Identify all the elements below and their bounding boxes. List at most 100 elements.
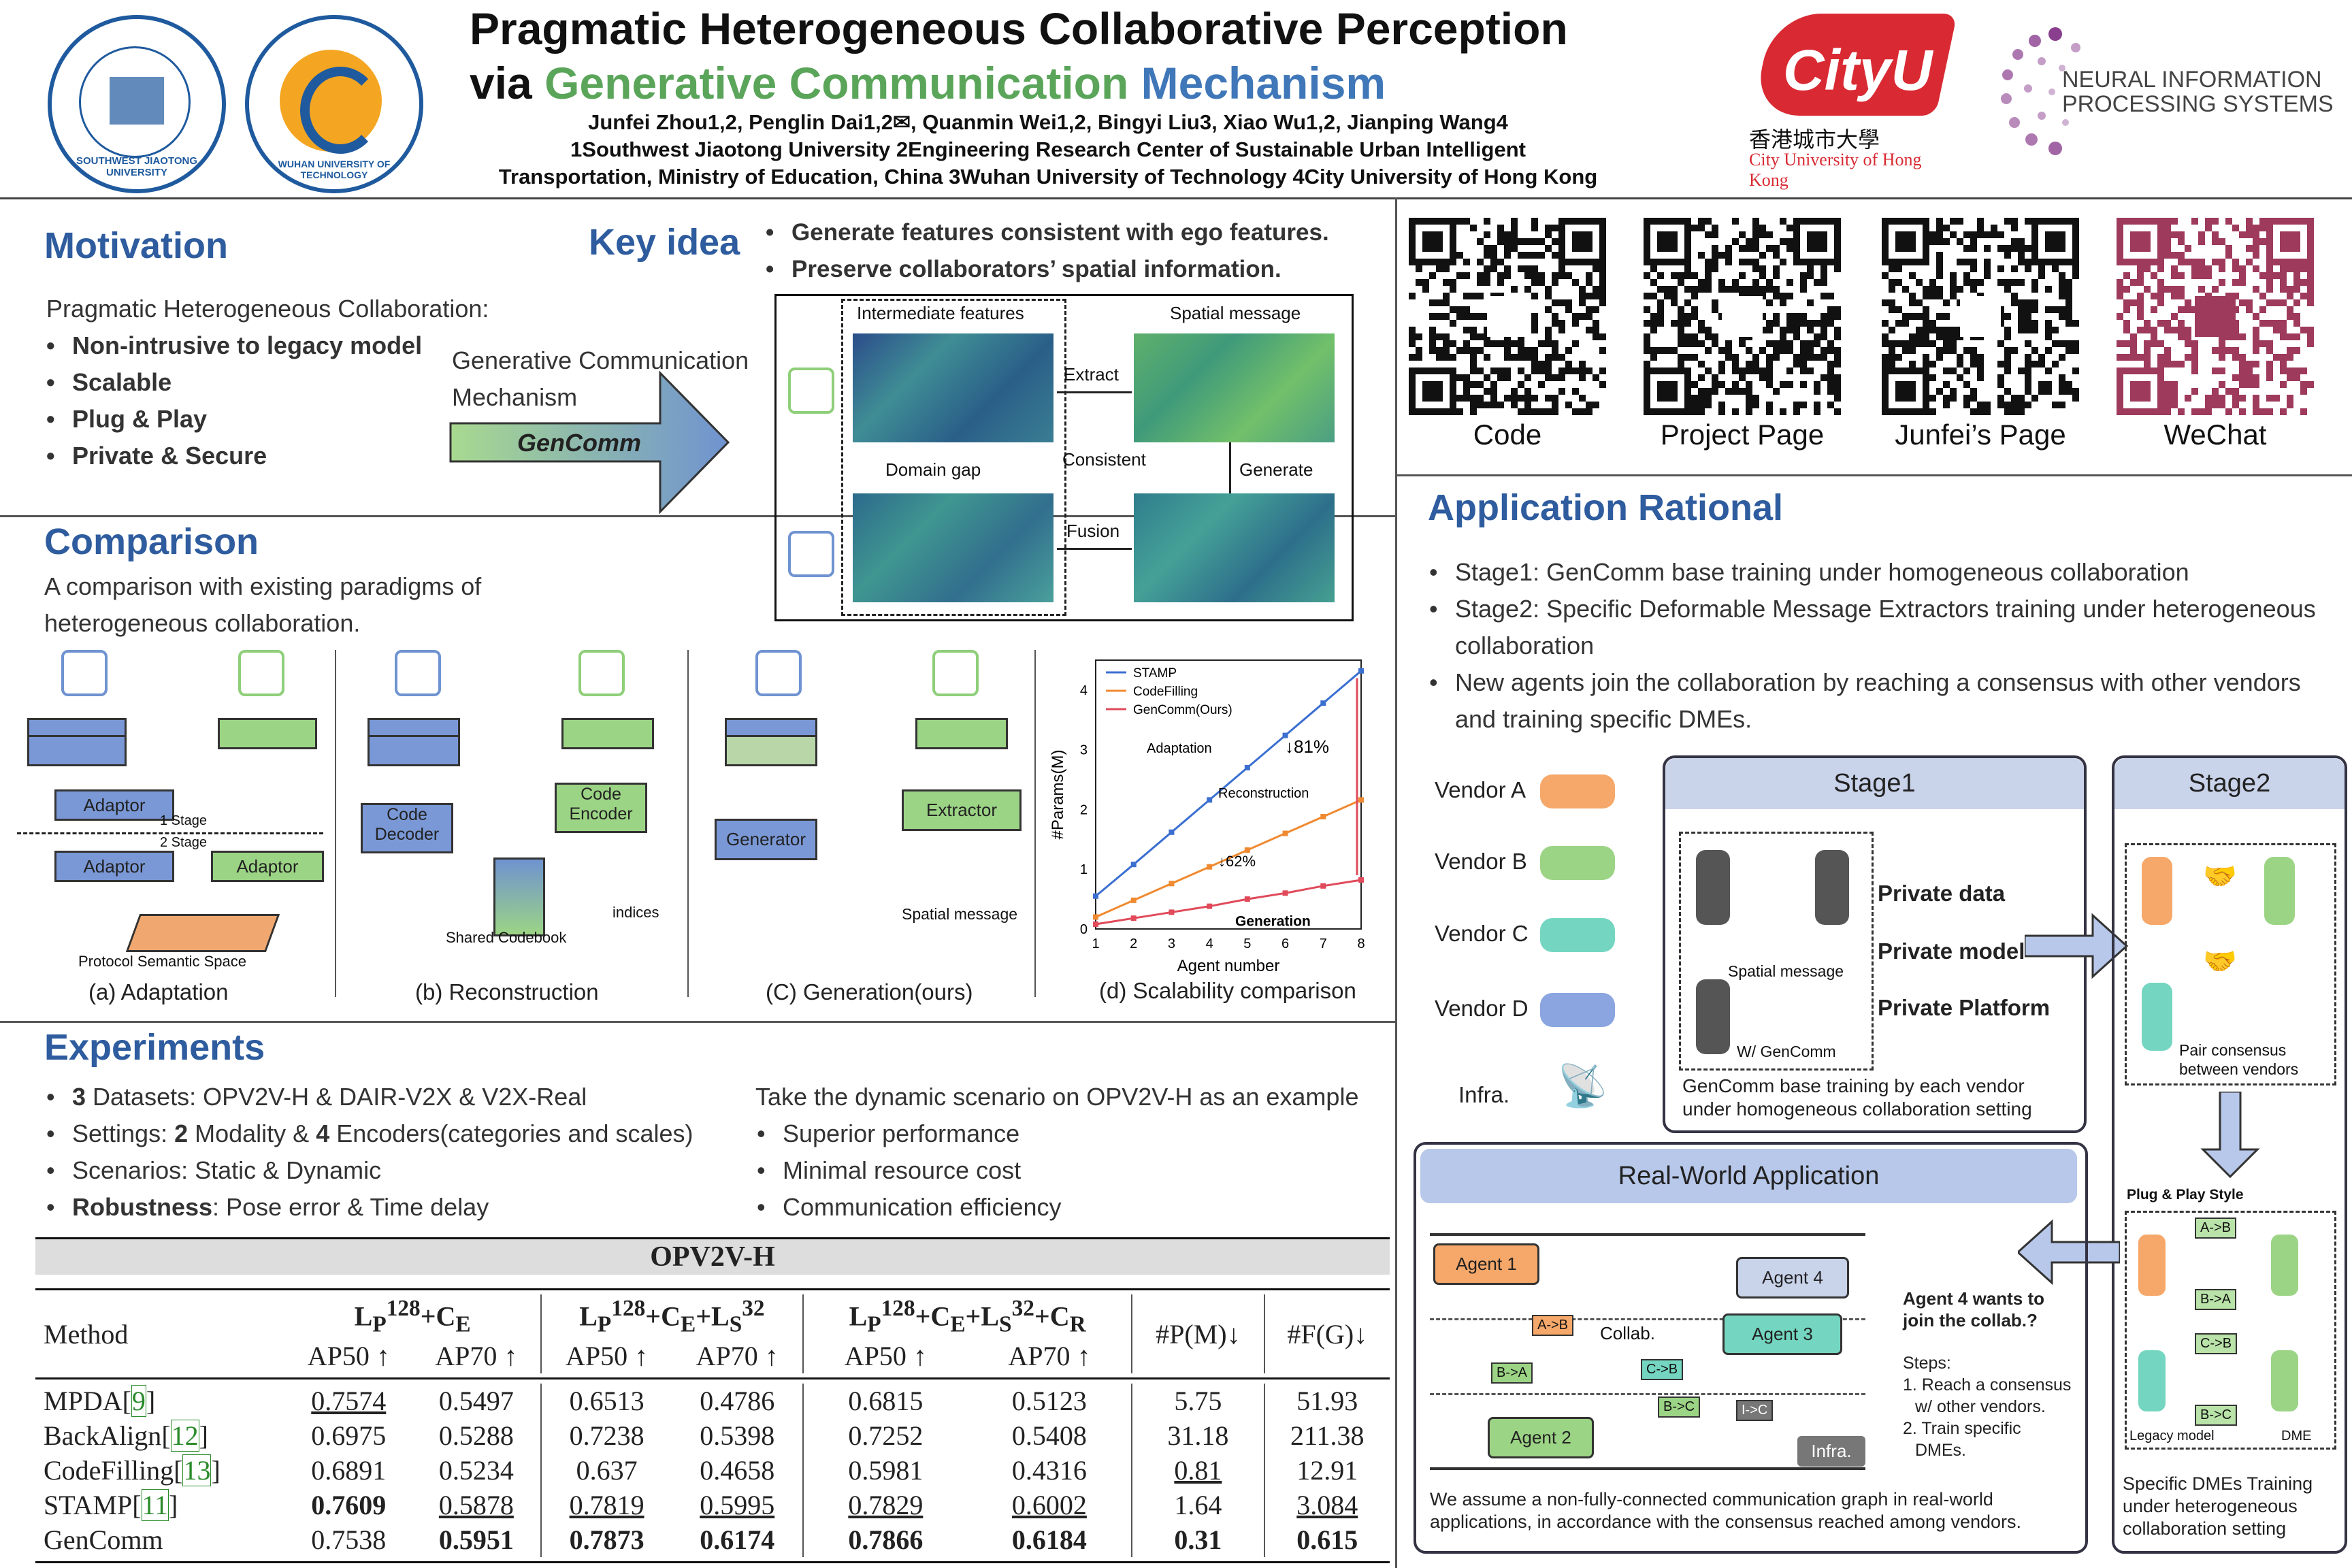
vendor-label: Vendor C [1435, 921, 1529, 946]
stage2-panel: Stage2 🤝 🤝 Pair consensus between vendors… [2112, 755, 2347, 1554]
qr-code-icon[interactable] [1882, 218, 2079, 415]
gencomm-arrow-icon [449, 370, 730, 514]
vendor-label: Vendor A [1435, 777, 1526, 802]
value-cell: 0.5123 [967, 1384, 1133, 1419]
value-cell: 0.5234 [412, 1453, 542, 1488]
y-tick-label: 1 [1080, 862, 1088, 877]
application-list: Stage1: GenComm base training under homo… [1429, 554, 2341, 738]
x-tick-label: 2 [1130, 936, 1137, 951]
citation-link[interactable]: 12 [170, 1420, 199, 1452]
swjtu-logo: SOUTHWEST JIAOTONG UNIVERSITY [48, 15, 226, 193]
citation-link[interactable]: 13 [182, 1454, 212, 1487]
antenna-icon: 📡 [1557, 1063, 1608, 1109]
car-topview-icon [2264, 857, 2295, 925]
value-cell: 0.5408 [967, 1418, 1133, 1454]
data-point [1244, 847, 1250, 853]
adaptor-box: Adaptor [211, 851, 324, 882]
value-cell: 0.5497 [412, 1384, 542, 1419]
x-tick-label: 6 [1281, 936, 1289, 951]
application-item: New agents join the collaboration by rea… [1429, 664, 2341, 738]
qr-code-icon[interactable] [2117, 218, 2314, 415]
car-topview-icon [1696, 979, 1730, 1054]
vendor-c-car-icon [1540, 918, 1615, 952]
private-model-label: Private model [1878, 938, 2025, 964]
keyidea-item: Preserve collaborators’ spatial informat… [766, 251, 1392, 288]
vendor-label: Vendor D [1435, 996, 1529, 1021]
legend-entry: STAMP [1133, 666, 1177, 681]
panel-adaptation: Adaptor 1 Stage 2 Stage Adaptor Adaptor … [14, 650, 327, 1017]
steps-text: Steps: 1. Reach a consensus w/ other ven… [1903, 1354, 2072, 1460]
value-cell: 0.81 [1132, 1453, 1265, 1488]
stage2-title: Stage2 [2114, 758, 2345, 809]
dme-edge: B->C [2195, 1405, 2238, 1426]
spatial-message-label: Spatial message [902, 905, 1018, 923]
legend-entry: GenComm(Ours) [1133, 703, 1232, 717]
data-point [1207, 797, 1213, 803]
vendor-label: Infra. [1458, 1082, 1510, 1107]
value-cell: 0.6184 [967, 1522, 1133, 1558]
motivation-item: Scalable [46, 364, 468, 401]
application-item: Stage2: Specific Deformable Message Extr… [1429, 591, 2341, 664]
value-cell: 31.18 [1132, 1418, 1265, 1454]
collab-label: Collab. [1600, 1323, 1655, 1343]
panel-divider [687, 650, 689, 997]
stage2-caption: Specific DMEs Training under heterogeneou… [2123, 1473, 2313, 1539]
data-point [1169, 881, 1175, 887]
stage1-title: Stage1 [1665, 758, 2084, 809]
annotation-adaptation: Adaptation [1147, 741, 1212, 756]
data-point [1093, 893, 1098, 899]
cityu-chinese: 香港城市大學 [1749, 127, 1880, 152]
car-topview-icon [2142, 857, 2172, 925]
citation-link[interactable]: 9 [131, 1385, 146, 1418]
experiments-right-intro: Take the dynamic scenario on OPV2V-H as … [755, 1083, 1359, 1111]
data-point [1358, 877, 1364, 883]
y-axis-label: #Params(M) [1049, 749, 1067, 839]
value-cell: 1.64 [1132, 1488, 1265, 1523]
divider-motivation [0, 515, 1395, 517]
exp-item: Robustness: Pose error & Time delay [46, 1189, 761, 1226]
ap50-header: AP50 ↑ [844, 1341, 927, 1372]
table-row: GenComm 0.7538 0.5951 0.7873 0.6174 0.7866 0.6… [35, 1522, 1390, 1558]
qr-block[interactable]: Project Page [1644, 218, 1851, 451]
exp-item: Settings: 2 Modality & 4 Encoders(catego… [46, 1115, 761, 1152]
exp-right-item: Minimal resource cost [757, 1152, 1369, 1189]
consistent-label: Consistent [1062, 449, 1146, 470]
qr-block[interactable]: Junfei’s Page [1882, 218, 2089, 451]
exp-item: 3 Datasets: OPV2V-H & DAIR-V2X & V2X-Rea… [46, 1079, 761, 1115]
legacy-model-label: Legacy model [2129, 1428, 2215, 1443]
value-cell: 0.7829 [848, 1490, 924, 1521]
keyidea-list: Generate features consistent with ego fe… [766, 214, 1392, 288]
qr-code-icon[interactable] [1644, 218, 1841, 415]
chart-frame [1095, 659, 1362, 930]
qr-label[interactable]: WeChat [2163, 419, 2267, 451]
qr-code-icon[interactable] [1409, 218, 1606, 415]
value-cell: 0.7873 [569, 1524, 644, 1556]
x-axis-label: Agent number [1177, 957, 1280, 975]
spatial-label: Spatial message [1170, 303, 1301, 323]
divider-comparison [0, 1021, 1395, 1023]
qr-label[interactable]: Project Page [1660, 419, 1825, 451]
affiliation-line2: Transportation, Ministry of Education, C… [498, 165, 1598, 189]
realworld-title: Real-World Application [1420, 1149, 2077, 1203]
application-item: Stage1: GenComm base training under homo… [1429, 554, 2341, 591]
generator-box: Generator [715, 819, 817, 860]
rw-edge: B->A [1491, 1362, 1533, 1384]
qr-label[interactable]: Junfei’s Page [1895, 419, 2066, 451]
value-cell: 0.6513 [569, 1386, 644, 1417]
ap70-header: AP70 ↑ [672, 1339, 804, 1374]
private-data-label: Private data [1878, 881, 2006, 906]
comparison-title: Comparison [44, 521, 259, 562]
qr-block[interactable]: WeChat [2117, 218, 2324, 451]
qr-block[interactable]: Code [1409, 218, 1616, 451]
citation-link[interactable]: 11 [141, 1489, 169, 1522]
car-topview-icon [2271, 1350, 2298, 1411]
agent3: Agent 3 [1722, 1313, 1842, 1355]
value-cell: 0.31 [1132, 1522, 1265, 1558]
data-point [1169, 909, 1175, 915]
qr-label[interactable]: Code [1473, 419, 1542, 451]
gencomm-arrow-label: GenComm [517, 429, 642, 457]
neurips-line1: NEURAL INFORMATION [2062, 67, 2322, 93]
extractor-box: Extractor [902, 789, 1022, 831]
data-point [1244, 896, 1250, 902]
value-cell: 0.4658 [672, 1453, 804, 1488]
